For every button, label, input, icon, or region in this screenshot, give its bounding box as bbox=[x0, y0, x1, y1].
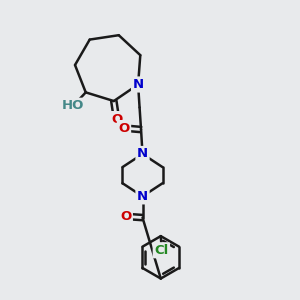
Text: HO: HO bbox=[62, 99, 85, 112]
Text: N: N bbox=[137, 190, 148, 203]
Text: Cl: Cl bbox=[154, 244, 169, 257]
Text: O: O bbox=[120, 210, 131, 223]
Text: N: N bbox=[133, 78, 144, 91]
Text: N: N bbox=[137, 148, 148, 160]
Text: O: O bbox=[118, 122, 130, 135]
Text: O: O bbox=[111, 112, 122, 126]
